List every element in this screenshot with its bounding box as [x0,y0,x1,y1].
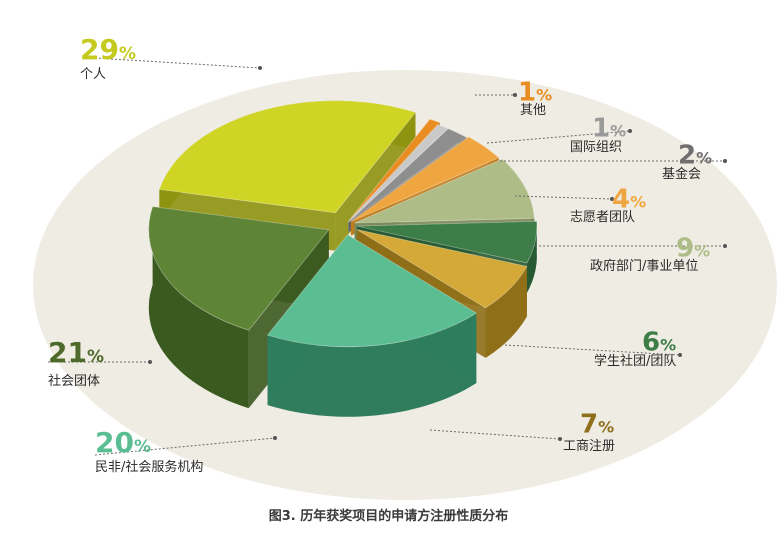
slice-percent: 21% [48,336,104,369]
slice-percent: 1% [592,113,626,143]
leader-line [514,195,613,200]
leader-dot [258,66,262,70]
slice-label: 基金会 [662,166,701,182]
slice-9 [266,234,478,348]
slice-side [148,206,249,409]
leader-dot [610,197,614,201]
slice-10 [148,206,330,331]
slice-percent: 29% [80,33,136,66]
slice-label: 社会团体 [48,373,100,389]
slice-percent: 1% [518,77,552,107]
leader-dot [723,244,727,248]
slice-1 [158,100,417,214]
leader-line [94,57,261,69]
leader-line [429,429,561,440]
slice-percent: 2% [678,140,712,170]
slice-7 [356,220,538,264]
slice-label: 学生社团/团队 [594,353,676,369]
slice-4 [348,128,467,223]
slice-label: 国际组织 [570,140,622,155]
pie-tops [148,100,538,348]
slice-percent: 9% [676,233,710,263]
labels: 29%个人1%其他1%国际组织 2%基金会4%志愿者团队9%政府部门/事业单位6%… [48,33,712,475]
slice-percent: 4% [612,184,646,214]
leader-dot [273,436,277,440]
slice-percent: 7% [580,409,614,439]
slice-2 [349,118,441,220]
slice-8 [356,229,528,309]
leader-dot [148,360,152,364]
slice-label: 个人 [80,67,106,82]
leader-dot [723,159,727,163]
slice-label: 工商注册 [563,439,615,454]
leader-dot [513,93,517,97]
slice-percent: 6% [642,327,676,357]
leader-lines [48,57,727,456]
leader-dot [558,437,562,441]
leader-dot [628,129,632,133]
slice-label: 民非/社会服务机构 [95,459,203,475]
chart-caption: 图3. 历年获奖项目的申请方注册性质分布 [268,509,509,524]
slice-5 [350,136,500,223]
slice-label: 其他 [520,103,546,118]
slice-percent: 20% [95,426,151,459]
slice-side [526,221,537,293]
leader-line [504,344,681,356]
slice-label: 志愿者团队 [570,210,635,225]
leader-dot [678,353,682,357]
slice-3 [347,124,449,223]
slice-label: 政府部门/事业单位 [590,259,698,274]
